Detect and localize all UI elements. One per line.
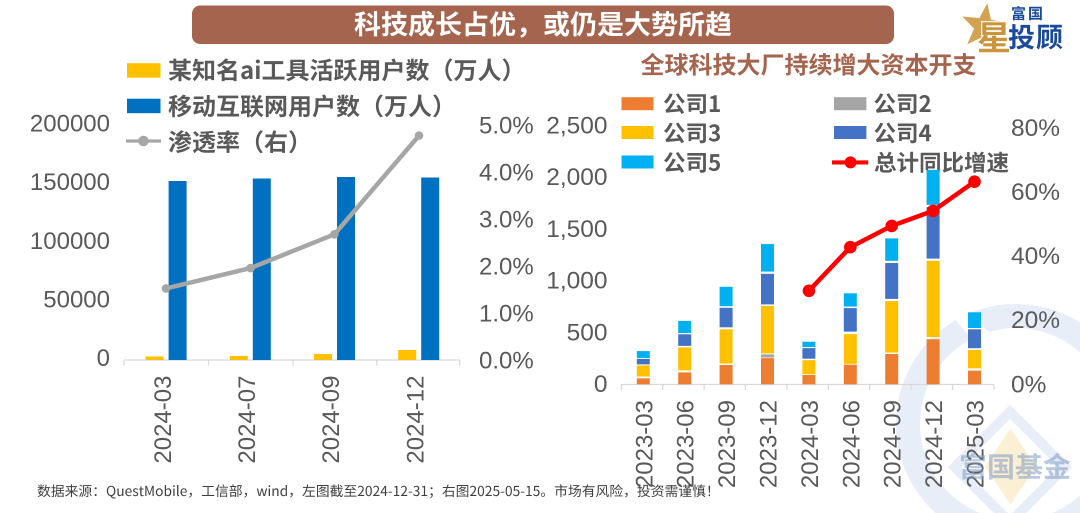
svg-text:60%: 60% (1011, 179, 1060, 206)
svg-text:1,500: 1,500 (546, 216, 607, 243)
svg-text:0: 0 (594, 371, 608, 398)
svg-text:3.0%: 3.0% (479, 207, 534, 234)
svg-text:50000: 50000 (43, 286, 110, 313)
svg-text:2023-03: 2023-03 (631, 400, 658, 488)
svg-text:2024-12: 2024-12 (921, 400, 948, 488)
svg-text:200000: 200000 (30, 111, 110, 138)
svg-text:1,000: 1,000 (546, 268, 607, 295)
svg-text:2023-06: 2023-06 (673, 400, 700, 488)
svg-text:2024-09: 2024-09 (318, 376, 345, 464)
svg-text:80%: 80% (1011, 115, 1060, 142)
svg-text:2,000: 2,000 (546, 164, 607, 191)
svg-text:2024-03: 2024-03 (150, 376, 177, 464)
svg-text:40%: 40% (1011, 243, 1060, 270)
svg-text:20%: 20% (1011, 307, 1060, 334)
svg-text:2024-06: 2024-06 (838, 400, 865, 488)
svg-text:0%: 0% (1011, 371, 1046, 398)
svg-text:5.0%: 5.0% (479, 113, 534, 140)
svg-text:2024-09: 2024-09 (880, 400, 907, 488)
svg-text:150000: 150000 (30, 169, 110, 196)
svg-text:2023-12: 2023-12 (756, 400, 783, 488)
svg-text:0.0%: 0.0% (479, 348, 534, 375)
svg-text:4.0%: 4.0% (479, 160, 534, 187)
svg-text:2024-03: 2024-03 (797, 400, 824, 488)
svg-text:2024-12: 2024-12 (402, 376, 429, 464)
svg-text:1.0%: 1.0% (479, 301, 534, 328)
svg-text:0: 0 (97, 345, 110, 372)
svg-text:2023-09: 2023-09 (714, 400, 741, 488)
svg-text:500: 500 (567, 319, 608, 346)
svg-text:2.0%: 2.0% (479, 254, 534, 281)
svg-text:100000: 100000 (30, 228, 110, 255)
svg-text:2,500: 2,500 (546, 113, 607, 140)
svg-text:2024-07: 2024-07 (234, 376, 261, 464)
